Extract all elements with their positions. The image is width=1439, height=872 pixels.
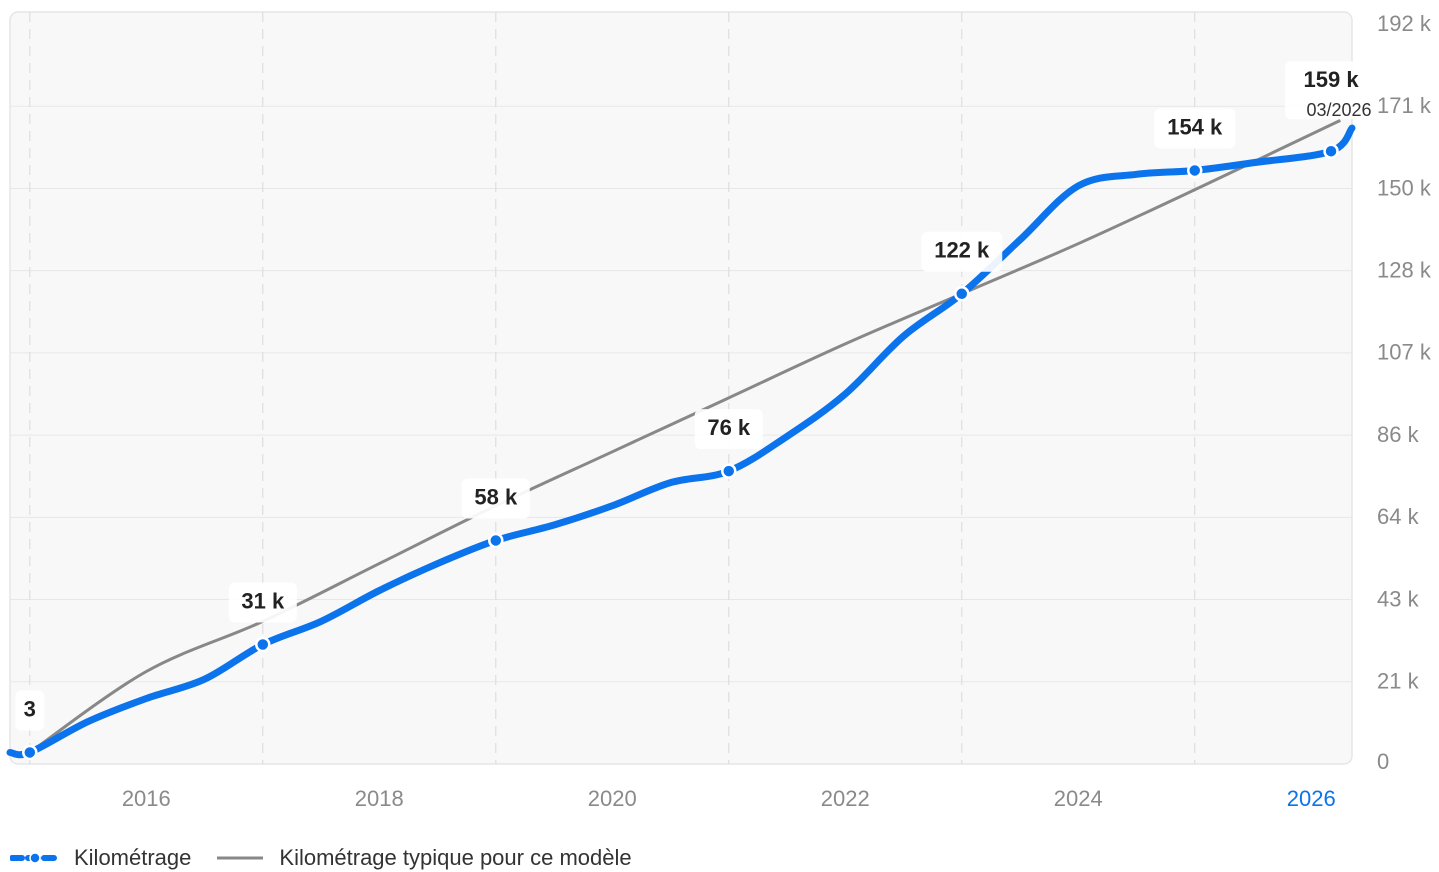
x-tick-label: 2026: [1287, 786, 1336, 811]
series-line-kilometrage: [6, 124, 1356, 759]
legend-label-typical: Kilométrage typique pour ce modèle: [279, 845, 632, 870]
data-point[interactable]: [953, 286, 970, 302]
data-label-value: 122 k: [934, 238, 990, 263]
data-label-box: [921, 231, 1003, 272]
data-label-box: [228, 582, 297, 623]
x-tick-label: 2020: [588, 786, 637, 811]
data-label: 58 k: [461, 478, 530, 519]
data-label-date: 03/2026: [1306, 100, 1371, 120]
data-label: 3: [15, 690, 45, 731]
series-lines: [6, 118, 1356, 761]
data-label: 159 k 03/2026: [1285, 61, 1378, 120]
x-tick-label: 2018: [355, 786, 404, 811]
y-tick-label: 150 k: [1377, 175, 1432, 200]
data-label-box: [694, 409, 763, 450]
y-tick-label: 64 k: [1377, 504, 1420, 529]
data-label-box: [1285, 61, 1378, 120]
y-tick-label: 107 k: [1377, 340, 1432, 365]
data-point[interactable]: [1186, 162, 1203, 179]
legend-swatch-dashed-dot-icon: [10, 852, 60, 864]
y-tick-label: 0: [1377, 749, 1389, 774]
data-label: 122 k: [921, 231, 1003, 272]
data-label-value: 76 k: [707, 415, 751, 440]
data-label: 154 k: [1154, 108, 1236, 149]
legend-swatch-line-icon: [217, 856, 264, 860]
y-tick-label: 192 k: [1377, 11, 1432, 36]
data-label-value: 31 k: [241, 588, 285, 613]
legend-label-kilometrage: Kilométrage: [74, 845, 192, 870]
x-tick-label: 2022: [821, 786, 870, 811]
legend: Kilométrage Kilométrage typique pour ce …: [10, 844, 656, 872]
y-tick-label: 171 k: [1377, 93, 1432, 118]
data-label-value: 159 k: [1304, 67, 1360, 92]
y-tick-label: 21 k: [1377, 669, 1420, 694]
series-line-typical: [28, 118, 1341, 754]
data-point[interactable]: [721, 463, 737, 479]
data-point[interactable]: [488, 532, 504, 549]
data-label-box: [1154, 108, 1236, 149]
data-labels: 3 31 k 58 k 76 k 122 k 154 k 159 k 03/2026: [15, 61, 1378, 731]
plot-background: [9, 11, 1353, 765]
data-point[interactable]: [1323, 143, 1339, 159]
data-label-value: 154 k: [1167, 114, 1223, 139]
data-point[interactable]: [255, 636, 271, 653]
y-tick-label: 43 k: [1377, 586, 1420, 611]
data-label-value: 3: [24, 696, 36, 721]
data-label: 31 k: [228, 582, 297, 623]
data-point[interactable]: [22, 744, 38, 761]
data-label-value: 58 k: [474, 484, 518, 509]
y-tick-label: 86 k: [1377, 422, 1420, 447]
data-label: 76 k: [694, 409, 763, 450]
y-tick-label: 128 k: [1377, 257, 1432, 282]
x-tick-label: 2016: [122, 786, 171, 811]
data-label-box: [15, 690, 45, 731]
data-label-box: [461, 478, 530, 519]
x-axis-ticks: 2016 2018 2020 2022 2024 2026: [122, 786, 1336, 811]
x-tick-label: 2024: [1054, 786, 1103, 811]
legend-item-kilometrage[interactable]: Kilométrage: [10, 845, 191, 871]
legend-item-typical[interactable]: Kilométrage typique pour ce modèle: [215, 845, 632, 871]
y-axis-ticks: 0 21 k 43 k 64 k 86 k 107 k 128 k 150 k 171 k 192…: [1377, 11, 1432, 774]
